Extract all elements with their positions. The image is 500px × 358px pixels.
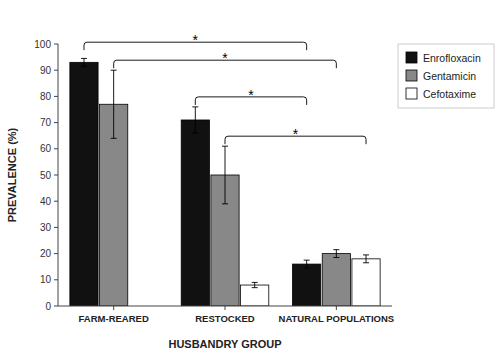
y-tick-label: 0 <box>45 301 51 312</box>
y-tick-label: 50 <box>40 170 52 181</box>
y-tick-label: 10 <box>40 274 52 285</box>
y-tick-label: 60 <box>40 143 52 154</box>
legend-swatch <box>406 88 417 99</box>
significance-star: * <box>193 32 199 48</box>
legend-swatch <box>406 70 417 81</box>
bar <box>322 254 350 306</box>
legend-label: Gentamicin <box>423 70 476 82</box>
y-tick <box>54 44 58 45</box>
y-tick <box>54 227 58 228</box>
legend-frame <box>398 44 494 108</box>
error-bar <box>333 250 339 258</box>
bar <box>70 62 98 306</box>
y-tick-label: 90 <box>40 65 52 76</box>
legend-label: Enrofloxacin <box>423 52 481 64</box>
error-bar <box>222 146 228 204</box>
y-tick-label: 30 <box>40 222 52 233</box>
error-bar <box>304 260 310 268</box>
x-tick-label: NATURAL POPULATIONS <box>279 313 395 324</box>
y-tick <box>54 96 58 97</box>
plot-area <box>70 58 380 306</box>
y-tick <box>54 306 58 307</box>
significance-star: * <box>248 87 254 103</box>
significance-star: * <box>293 126 299 142</box>
y-tick <box>54 253 58 254</box>
chart: 0 10 20 30 40 50 60 70 80 90 100 FARM-REARED RESTOCK… <box>0 0 500 358</box>
significance-star: * <box>222 50 228 66</box>
bar <box>293 264 321 306</box>
x-axis-label: HUSBANDRY GROUP <box>168 338 281 350</box>
y-tick <box>54 201 58 202</box>
legend-label: Cefotaxime <box>423 88 476 100</box>
y-tick-label: 80 <box>40 91 52 102</box>
bar <box>241 285 269 306</box>
y-tick-label: 100 <box>34 39 51 50</box>
y-tick <box>54 70 58 71</box>
y-tick <box>54 122 58 123</box>
y-tick <box>54 175 58 176</box>
y-tick <box>54 148 58 149</box>
y-tick-label: 70 <box>40 117 52 128</box>
x-tick-label: FARM-REARED <box>79 313 149 324</box>
x-tick <box>336 306 337 310</box>
bar <box>352 259 380 306</box>
legend: Enrofloxacin Gentamicin Cefotaxime <box>398 44 494 108</box>
bar <box>181 120 209 306</box>
error-bar <box>192 107 198 133</box>
error-bar <box>111 70 117 138</box>
y-tick-label: 20 <box>40 248 52 259</box>
error-bar <box>363 255 369 263</box>
legend-swatch <box>406 52 417 63</box>
y-tick-label: 40 <box>40 196 52 207</box>
y-axis-label: PREVALENCE (%) <box>6 127 18 222</box>
error-bar <box>252 282 258 287</box>
x-tick <box>113 306 114 310</box>
y-tick <box>54 279 58 280</box>
x-tick-label: RESTOCKED <box>195 313 255 324</box>
error-bar <box>81 58 87 66</box>
x-tick <box>225 306 226 310</box>
y-axis <box>58 44 59 306</box>
